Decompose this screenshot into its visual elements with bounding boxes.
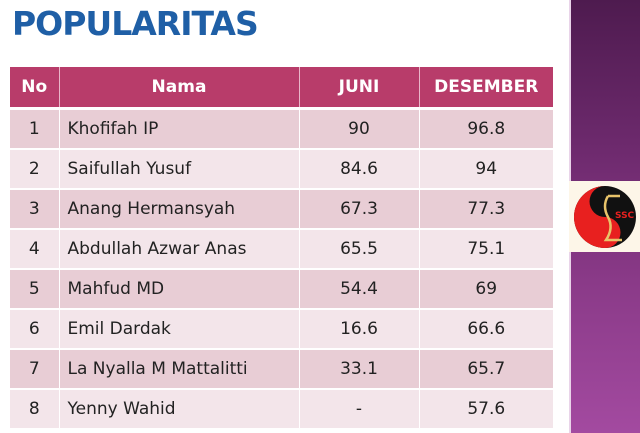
cell-nama: Yenny Wahid xyxy=(59,389,300,430)
popularity-table: No Nama JUNI DESEMBER 1 Khofifah IP 90 9… xyxy=(10,67,553,430)
header-juni: JUNI xyxy=(299,67,420,110)
cell-no: 5 xyxy=(10,269,60,310)
cell-juni: 16.6 xyxy=(299,309,420,350)
cell-desember: 57.6 xyxy=(419,389,553,430)
cell-nama: Mahfud MD xyxy=(59,269,300,310)
table-row: 5 Mahfud MD 54.4 69 xyxy=(10,269,553,310)
cell-desember: 69 xyxy=(419,269,553,310)
logo: SSC xyxy=(569,181,640,252)
table-row: 1 Khofifah IP 90 96.8 xyxy=(10,108,553,150)
cell-nama: Anang Hermansyah xyxy=(59,189,300,230)
cell-no: 4 xyxy=(10,229,60,270)
cell-no: 3 xyxy=(10,189,60,230)
cell-desember: 94 xyxy=(419,149,553,190)
cell-desember: 96.8 xyxy=(419,108,553,150)
svg-text:SSC: SSC xyxy=(615,211,635,221)
cell-desember: 66.6 xyxy=(419,309,553,350)
cell-nama: Saifullah Yusuf xyxy=(59,149,300,190)
table-header-row: No Nama JUNI DESEMBER xyxy=(10,67,553,110)
cell-juni: 33.1 xyxy=(299,349,420,390)
cell-no: 8 xyxy=(10,389,60,430)
header-no: No xyxy=(10,67,60,110)
table-row: 2 Saifullah Yusuf 84.6 94 xyxy=(10,149,553,190)
cell-no: 7 xyxy=(10,349,60,390)
header-nama: Nama xyxy=(59,67,300,110)
cell-juni: 65.5 xyxy=(299,229,420,270)
cell-desember: 65.7 xyxy=(419,349,553,390)
cell-desember: 75.1 xyxy=(419,229,553,270)
cell-no: 2 xyxy=(10,149,60,190)
cell-no: 1 xyxy=(10,108,60,150)
cell-juni: 84.6 xyxy=(299,149,420,190)
ssc-logo-icon: SSC xyxy=(573,185,636,248)
cell-nama: Abdullah Azwar Anas xyxy=(59,229,300,270)
table-row: 8 Yenny Wahid - 57.6 xyxy=(10,389,553,430)
table-row: 7 La Nyalla M Mattalitti 33.1 65.7 xyxy=(10,349,553,390)
page-title: POPULARITAS xyxy=(12,4,259,43)
table-row: 6 Emil Dardak 16.6 66.6 xyxy=(10,309,553,350)
cell-juni: 67.3 xyxy=(299,189,420,230)
cell-juni: 54.4 xyxy=(299,269,420,310)
table-row: 4 Abdullah Azwar Anas 65.5 75.1 xyxy=(10,229,553,270)
cell-nama: La Nyalla M Mattalitti xyxy=(59,349,300,390)
header-desember: DESEMBER xyxy=(419,67,553,110)
cell-nama: Khofifah IP xyxy=(59,108,300,150)
cell-juni: - xyxy=(299,389,420,430)
cell-desember: 77.3 xyxy=(419,189,553,230)
cell-no: 6 xyxy=(10,309,60,350)
cell-nama: Emil Dardak xyxy=(59,309,300,350)
table-row: 3 Anang Hermansyah 67.3 77.3 xyxy=(10,189,553,230)
cell-juni: 90 xyxy=(299,108,420,150)
